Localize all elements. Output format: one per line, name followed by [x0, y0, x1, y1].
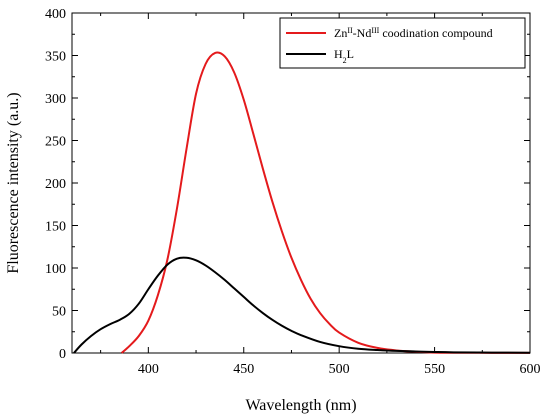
y-tick-label: 150 — [45, 220, 66, 235]
axis-ticks: 400 450 500 550 600 0 50 100 150 200 250 300 350 400 — [45, 7, 541, 377]
x-axis-title: Wavelength (nm) — [245, 397, 356, 414]
y-tick-label: 400 — [45, 7, 66, 22]
legend-label-part: coodination compound — [379, 26, 492, 40]
x-tick-label: 400 — [138, 362, 159, 377]
y-tick-label: 350 — [45, 50, 66, 65]
y-tick-label: 0 — [59, 347, 66, 362]
series-lines — [73, 51, 531, 354]
series-line-1 — [73, 256, 531, 354]
legend-box — [279, 17, 526, 69]
legend-label-part: H — [334, 47, 343, 61]
y-tick-label: 200 — [45, 177, 66, 192]
legend-label-0: ZnII-NdIII coodination compound — [334, 26, 493, 41]
series-line-0 — [120, 51, 531, 354]
y-axis-title: Fluorescence intensity (a.u.) — [5, 92, 22, 273]
y-tick-label: 50 — [52, 305, 66, 320]
legend-label-part: II — [347, 26, 353, 35]
legend-label-part: -Nd — [353, 26, 372, 40]
x-tick-label: 450 — [233, 362, 254, 377]
y-tick-label: 100 — [45, 262, 66, 277]
y-tick-label: 250 — [45, 135, 66, 150]
y-tick-label: 300 — [45, 92, 66, 107]
legend: ZnII-NdIII coodination compound H2L — [279, 17, 526, 69]
legend-label-1: H2L — [334, 47, 354, 65]
x-tick-label: 500 — [329, 362, 350, 377]
x-tick-label: 600 — [520, 362, 541, 377]
legend-label-part: 2 — [343, 56, 347, 65]
x-tick-label: 550 — [424, 362, 445, 377]
legend-label-part: L — [347, 47, 354, 61]
legend-label-part: Zn — [334, 26, 347, 40]
legend-label-part: III — [371, 26, 379, 35]
